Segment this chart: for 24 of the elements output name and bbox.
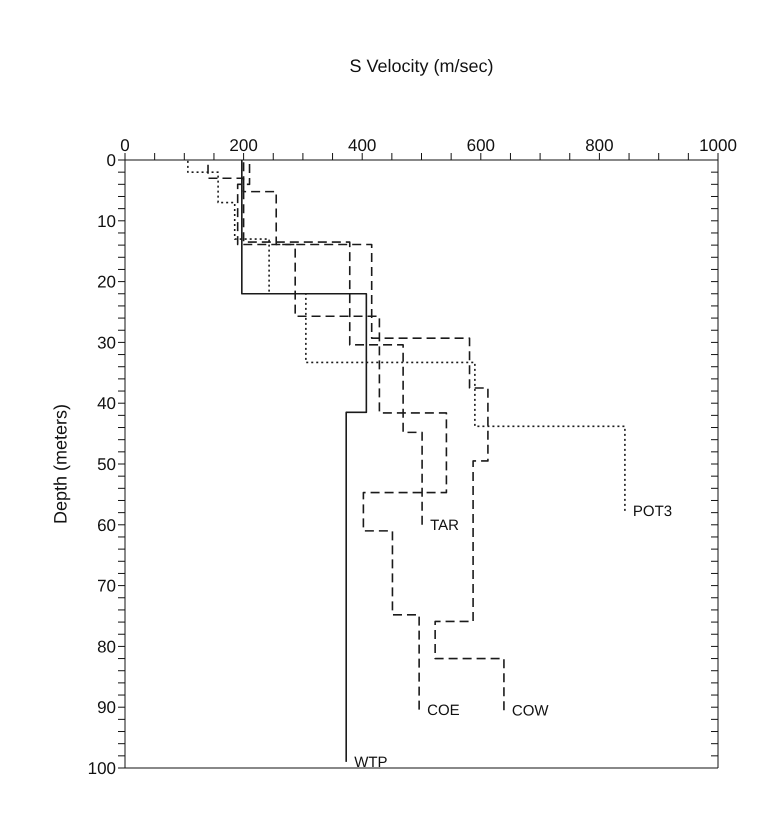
y-tick-label: 60	[97, 516, 116, 535]
x-tick-label: 400	[348, 136, 376, 155]
x-tick-label: 600	[466, 136, 495, 155]
x-tick-label: 1000	[699, 136, 737, 155]
y-tick-label: 0	[106, 151, 116, 170]
x-tick-label: 200	[229, 136, 258, 155]
x-tick-label: 800	[585, 136, 614, 155]
series-label: COE	[427, 702, 460, 719]
y-tick-label: 40	[97, 394, 116, 414]
y-tick-label: 10	[97, 212, 116, 231]
series-label: POT3	[632, 503, 672, 520]
y-tick-label: 80	[97, 637, 116, 656]
y-tick-label: 30	[97, 333, 116, 352]
y-tick-label: 70	[97, 576, 116, 596]
x-axis-title: S Velocity (m/sec)	[349, 56, 494, 76]
y-tick-label: 100	[88, 759, 116, 778]
y-tick-label: 20	[97, 272, 116, 292]
series-label: TAR	[430, 517, 460, 534]
series-label: WTP	[354, 754, 388, 772]
y-axis-title: Depth (meters)	[50, 404, 70, 524]
y-tick-label: 50	[97, 455, 116, 474]
series-label: COW	[512, 702, 550, 720]
x-tick-label: 0	[120, 136, 130, 155]
y-tick-label: 90	[97, 698, 116, 718]
